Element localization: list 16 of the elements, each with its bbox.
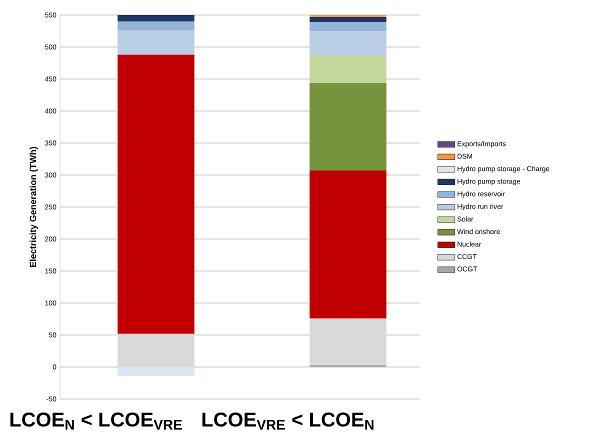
bar: [118, 334, 194, 367]
bar: [310, 22, 386, 31]
category-label: LCOE$_{N}$ < LCOE$_{VRE}$: [10, 412, 182, 430]
bar: [310, 318, 386, 366]
bar: [118, 14, 194, 22]
bar: [118, 30, 194, 55]
bar: [118, 366, 194, 376]
bar: [310, 16, 386, 22]
bar: [310, 55, 386, 83]
bar: [310, 170, 386, 318]
bar: [310, 30, 386, 56]
bar: [118, 21, 194, 30]
bar: [118, 54, 194, 334]
category-label: LCOE$_{VRE}$ < LCOE$_{N}$: [202, 412, 374, 430]
bar: [310, 82, 386, 171]
y-axis-title: Electricity Generation (TWh): [30, 146, 38, 267]
